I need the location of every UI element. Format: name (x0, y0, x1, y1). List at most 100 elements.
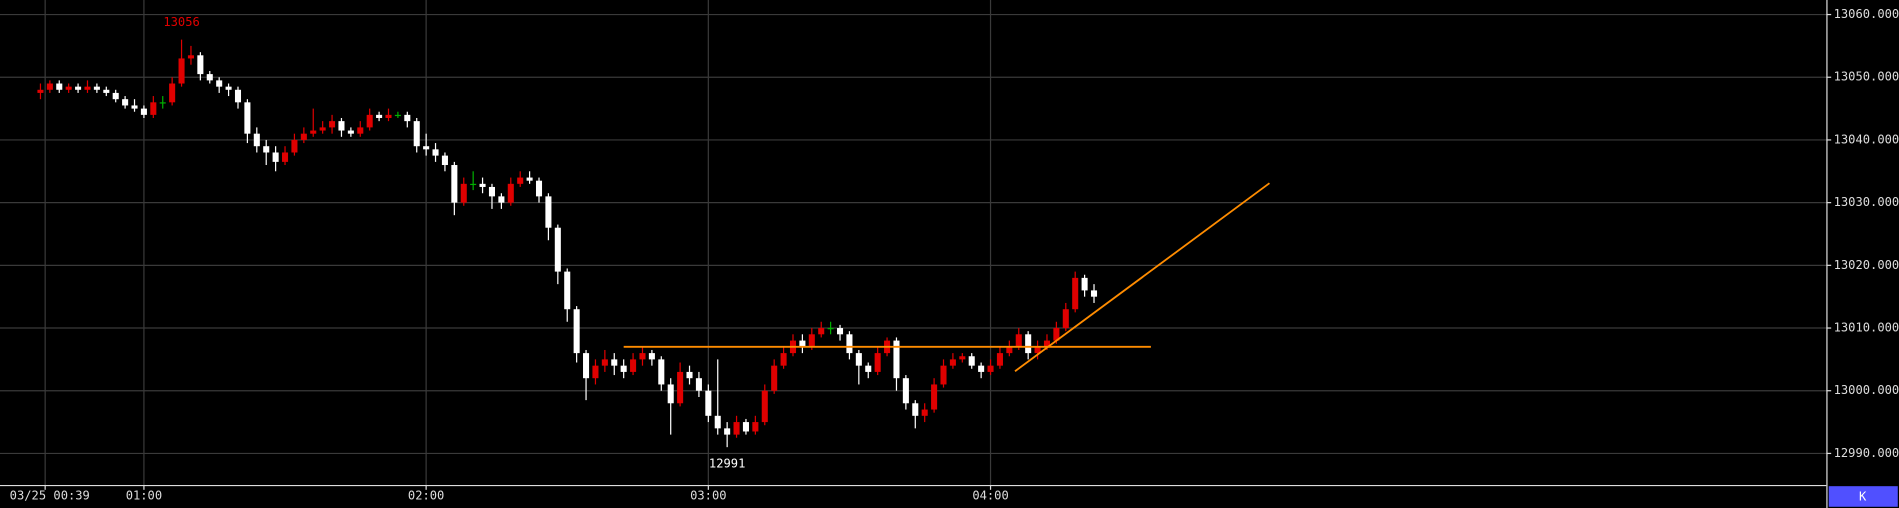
candle-body (300, 133, 307, 140)
trend-line (1014, 182, 1270, 373)
candle-body (1025, 334, 1032, 354)
candle-body (423, 146, 430, 150)
candle-body (291, 139, 298, 153)
candle-body (940, 365, 947, 385)
candle-body (724, 428, 731, 435)
candle-body (451, 165, 458, 203)
y-tick-label: 13050.000 (1834, 70, 1899, 84)
y-tick-label: 13020.000 (1834, 258, 1899, 272)
candle-body (413, 121, 420, 147)
x-tick-label: 01:00 (126, 488, 162, 502)
candle-body (103, 89, 110, 93)
candle-body (366, 114, 373, 128)
candle-body (394, 114, 401, 117)
x-tick-label: 02:00 (408, 488, 444, 502)
candle-body (357, 127, 364, 134)
candle-body (639, 353, 646, 360)
k-button-label[interactable]: K (1859, 490, 1867, 504)
candle-body (893, 340, 900, 379)
candle-body (56, 83, 63, 90)
candle-body (225, 86, 232, 90)
candle-body (310, 130, 317, 134)
candle-body (1015, 334, 1022, 347)
k-button[interactable] (1828, 486, 1898, 507)
candle-body (1006, 346, 1013, 354)
candle-body (874, 353, 881, 372)
candle-body (150, 102, 157, 115)
y-tick-label: 13000.000 (1834, 383, 1899, 397)
candle-body (752, 422, 759, 432)
candle-body (799, 340, 806, 347)
y-tick-label: 13010.000 (1834, 321, 1899, 335)
candle-body (545, 196, 552, 228)
candle-body (554, 227, 561, 272)
candle-body (65, 86, 72, 90)
x-tick-label: 03:00 (690, 488, 726, 502)
x-tick-label: 03/25 00:39 (10, 488, 90, 502)
x-tick-label: 04:00 (972, 488, 1008, 502)
candle-body (827, 328, 834, 330)
candle-body (931, 384, 938, 410)
candle-body (122, 99, 129, 106)
candle-body (84, 86, 91, 90)
candle-body (987, 365, 994, 372)
candle-body (1053, 328, 1060, 341)
candle-body (949, 359, 956, 366)
candle-body (620, 365, 627, 372)
candle-body (648, 353, 655, 360)
candle-body (771, 365, 778, 391)
candle-body (705, 390, 712, 416)
candle-body (507, 183, 514, 203)
candle-body (526, 177, 533, 181)
candle-body (272, 152, 279, 162)
candle-body (686, 371, 693, 379)
candle-body (564, 271, 571, 310)
candle-body (93, 86, 100, 90)
candle-body (338, 121, 345, 131)
candle-body (206, 74, 213, 81)
candle-body (460, 183, 467, 203)
candle-body (1043, 340, 1051, 347)
candle-body (630, 359, 637, 372)
candle-body (902, 378, 909, 404)
candle-body (432, 149, 439, 156)
candle-body (470, 183, 477, 186)
y-tick-label: 13030.000 (1834, 195, 1899, 209)
candle-body (244, 102, 251, 134)
candle-body (921, 409, 928, 416)
candle-body (1081, 277, 1088, 291)
candle-body (404, 114, 411, 122)
candle-body (601, 359, 608, 366)
candle-body (46, 83, 53, 90)
candle-body (385, 114, 392, 118)
candle-body (347, 130, 354, 134)
candle-body (808, 334, 815, 347)
candle-body (216, 80, 223, 87)
extreme-label: 13056 (163, 15, 199, 29)
candle-body (131, 105, 138, 109)
candle-body (1072, 277, 1079, 310)
candle-body (1090, 290, 1098, 297)
y-tick-label: 13060.000 (1834, 7, 1899, 21)
candle-body (855, 353, 862, 366)
candle-body (488, 186, 496, 197)
candle-body (441, 155, 448, 166)
candle-body (968, 356, 975, 366)
candle-body (846, 334, 853, 354)
candle-body (197, 55, 204, 75)
candle-body (263, 146, 270, 153)
candle-body (178, 58, 185, 84)
candle-body (1034, 346, 1041, 354)
candle-body (234, 89, 242, 103)
candle-body (573, 309, 580, 354)
candle-body (978, 365, 985, 372)
candle-body (498, 196, 505, 203)
candle-body (714, 415, 721, 429)
y-tick-label: 13040.000 (1834, 132, 1899, 146)
candle-body (583, 353, 590, 379)
candle-body (253, 133, 260, 147)
candle-body (1062, 309, 1069, 329)
candle-body (37, 89, 44, 93)
